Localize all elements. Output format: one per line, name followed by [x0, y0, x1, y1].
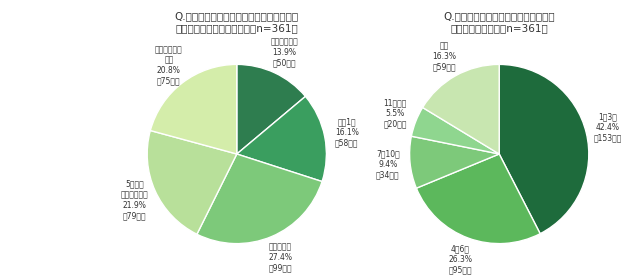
Text: 1～3冊
42.4%
（153人）: 1～3冊 42.4% （153人） [594, 113, 622, 143]
Text: 作ったことは
ない
20.8%
（75人）: 作ったことは ない 20.8% （75人） [155, 45, 182, 85]
Wedge shape [410, 136, 499, 188]
Title: Q.最近フォトアルバム（フォトブック）を
作ったのはいつ頃ですか？（n=361）: Q.最近フォトアルバム（フォトブック）を 作ったのはいつ頃ですか？（n=361） [175, 11, 299, 33]
Text: データで十分　　36票: データで十分 36票 [17, 136, 69, 144]
Wedge shape [147, 130, 237, 234]
Wedge shape [417, 154, 540, 244]
Text: 年に1冊
16.1%
（58人）: 年に1冊 16.1% （58人） [335, 118, 358, 147]
Wedge shape [197, 154, 322, 244]
Wedge shape [422, 64, 499, 154]
Text: 11冊以上
5.5%
（20人）: 11冊以上 5.5% （20人） [383, 98, 406, 128]
Text: 年に２～３冊
13.9%
（50人）: 年に２～３冊 13.9% （50人） [270, 38, 298, 67]
Text: 7～10冊
9.4%
（34人）: 7～10冊 9.4% （34人） [376, 150, 399, 180]
Wedge shape [237, 64, 305, 154]
Wedge shape [150, 64, 237, 154]
Text: 5年以上
作っていない
21.9%
（79人）: 5年以上 作っていない 21.9% （79人） [121, 180, 148, 220]
Text: ない
16.3%
（59人）: ない 16.3% （59人） [432, 41, 456, 71]
Wedge shape [499, 64, 589, 234]
Wedge shape [412, 108, 499, 154]
Text: 面倒だから　　　41票: 面倒だから 41票 [17, 108, 69, 117]
Text: そんなに撮らない　11票: そんなに撮らない 11票 [17, 163, 74, 172]
Text: 数年に１冊
27.4%
（99人）: 数年に１冊 27.4% （99人） [268, 242, 292, 272]
Text: 4～6冊
26.3%
（95人）: 4～6冊 26.3% （95人） [449, 244, 472, 274]
Title: Q.自分自身の子どもの頃のアルバムは
何冊ありますか？（n=361）: Q.自分自身の子どもの頃のアルバムは 何冊ありますか？（n=361） [444, 11, 555, 33]
Wedge shape [237, 96, 326, 181]
Text: 何故アルバムにしないの？
（複数回答可）: 何故アルバムにしないの？ （複数回答可） [36, 59, 101, 78]
